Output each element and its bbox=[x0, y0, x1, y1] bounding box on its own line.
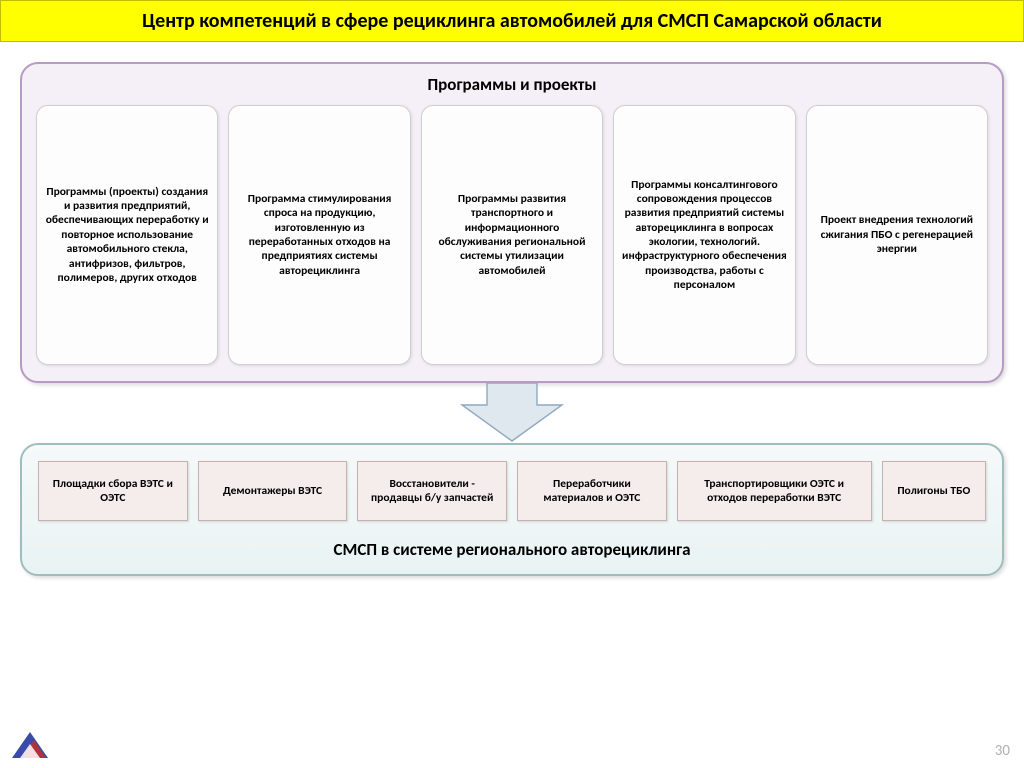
page-title: Центр компетенций в сфере рециклинга авт… bbox=[142, 9, 882, 33]
arrow-down-icon bbox=[457, 383, 567, 443]
smsp-text: Транспортировщики ОЭТС и отходов перераб… bbox=[684, 477, 865, 506]
smsp-text: Площадки сбора ВЭТС и ОЭТС bbox=[45, 477, 181, 506]
flow-arrow bbox=[0, 383, 1024, 443]
smsp-card: Площадки сбора ВЭТС и ОЭТС bbox=[38, 461, 188, 521]
programs-heading: Программы и проекты bbox=[36, 74, 988, 95]
program-card: Программы развития транспортного и инфор… bbox=[421, 105, 603, 365]
programs-row: Программы (проекты) создания и развития … bbox=[36, 105, 988, 365]
program-card: Программа стимулирования спроса на проду… bbox=[228, 105, 410, 365]
program-text: Программа стимулирования спроса на проду… bbox=[235, 192, 403, 278]
smsp-text: Переработчики материалов и ОЭТС bbox=[524, 477, 660, 506]
page-number: 30 bbox=[995, 742, 1010, 760]
page-title-bar: Центр компетенций в сфере рециклинга авт… bbox=[0, 0, 1024, 42]
program-card: Программы консалтингового сопровождения … bbox=[613, 105, 795, 365]
program-text: Программы (проекты) создания и развития … bbox=[43, 185, 211, 286]
logo-icon bbox=[10, 728, 50, 762]
program-card: Проект внедрения технологий сжигания ПБО… bbox=[806, 105, 988, 365]
smsp-card: Полигоны ТБО bbox=[882, 461, 986, 521]
smsp-row: Площадки сбора ВЭТС и ОЭТС Демонтажеры В… bbox=[38, 461, 986, 521]
smsp-text: Демонтажеры ВЭТС bbox=[223, 484, 322, 498]
smsp-card: Переработчики материалов и ОЭТС bbox=[517, 461, 667, 521]
program-text: Проект внедрения технологий сжигания ПБО… bbox=[813, 213, 981, 256]
smsp-text: Восстановители - продавцы б/у запчастей bbox=[364, 477, 500, 506]
smsp-text: Полигоны ТБО bbox=[897, 484, 970, 498]
smsp-panel: Площадки сбора ВЭТС и ОЭТС Демонтажеры В… bbox=[20, 443, 1004, 576]
smsp-card: Демонтажеры ВЭТС bbox=[198, 461, 348, 521]
smsp-card: Транспортировщики ОЭТС и отходов перераб… bbox=[677, 461, 872, 521]
program-text: Программы развития транспортного и инфор… bbox=[428, 192, 596, 278]
smsp-card: Восстановители - продавцы б/у запчастей bbox=[357, 461, 507, 521]
smsp-subtitle: СМСП в системе регионального авторецикли… bbox=[38, 539, 986, 560]
program-card: Программы (проекты) создания и развития … bbox=[36, 105, 218, 365]
program-text: Программы консалтингового сопровождения … bbox=[620, 178, 788, 293]
programs-panel: Программы и проекты Программы (проекты) … bbox=[20, 62, 1004, 383]
